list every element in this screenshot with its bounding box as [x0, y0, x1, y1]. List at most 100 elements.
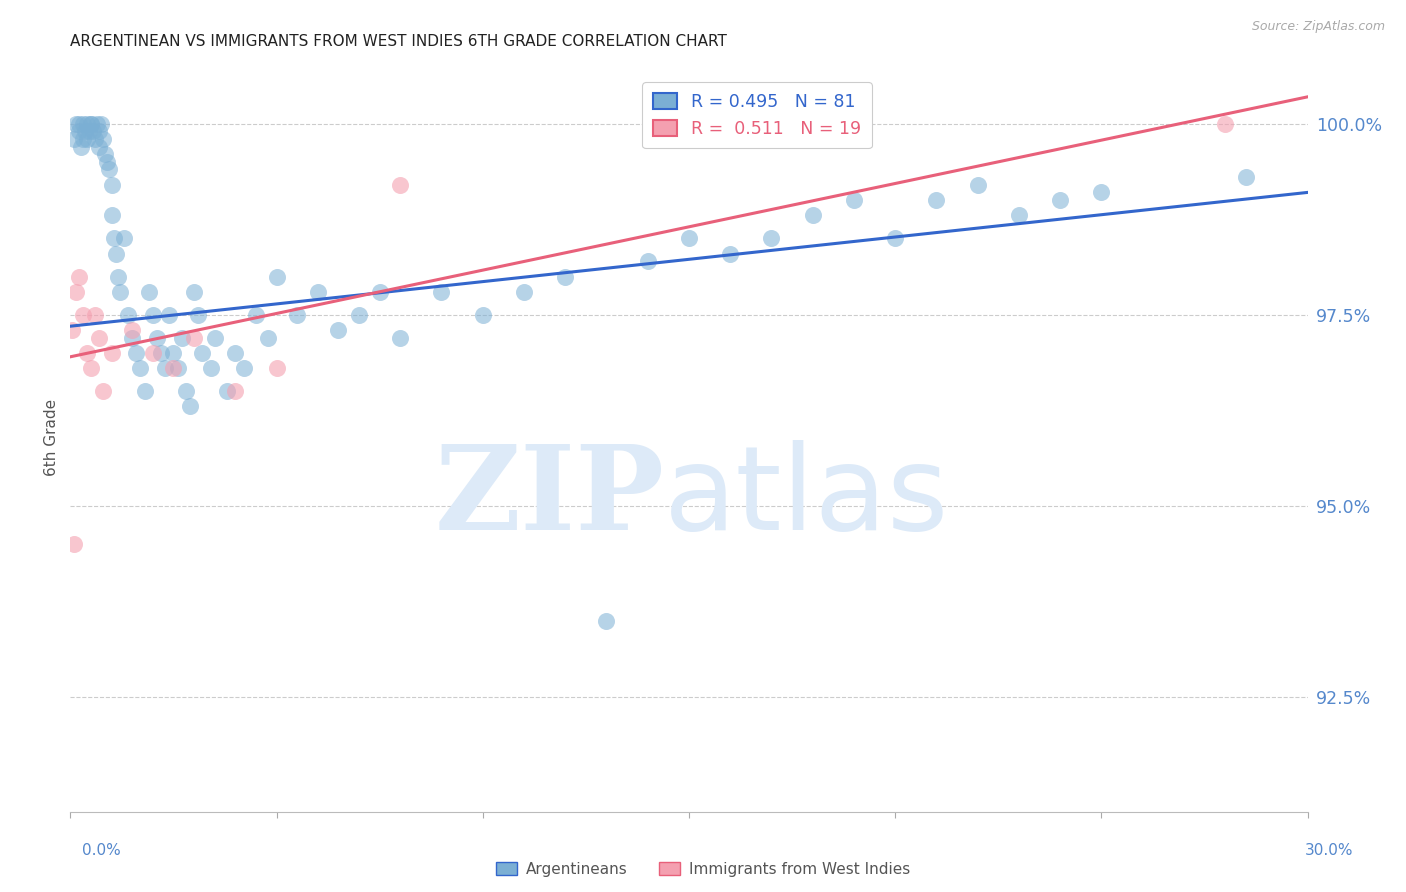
Point: [215, 384, 238, 399]
Point: [166, 361, 188, 376]
Point: [966, 178, 988, 192]
Text: 30.0%: 30.0%: [1305, 843, 1353, 858]
Point: [69, 139, 91, 153]
Point: [153, 361, 176, 376]
Point: [179, 400, 201, 414]
Point: [232, 361, 254, 376]
Point: [513, 285, 536, 299]
Point: [285, 308, 308, 322]
Point: [183, 331, 205, 345]
Point: [100, 178, 122, 192]
Point: [266, 269, 288, 284]
Point: [224, 346, 246, 360]
Point: [77, 124, 100, 138]
Text: ARGENTINEAN VS IMMIGRANTS FROM WEST INDIES 6TH GRADE CORRELATION CHART: ARGENTINEAN VS IMMIGRANTS FROM WEST INDI…: [70, 34, 727, 49]
Point: [104, 246, 127, 260]
Text: Source: ZipAtlas.com: Source: ZipAtlas.com: [1251, 20, 1385, 33]
Point: [718, 246, 741, 260]
Point: [1213, 117, 1236, 131]
Point: [307, 285, 329, 299]
Text: ZIP: ZIP: [434, 440, 664, 555]
Point: [125, 346, 148, 360]
Point: [94, 147, 117, 161]
Point: [100, 208, 122, 222]
Point: [96, 154, 118, 169]
Point: [89, 124, 111, 138]
Y-axis label: 6th Grade: 6th Grade: [44, 399, 59, 475]
Point: [389, 331, 412, 345]
Point: [1090, 186, 1112, 200]
Point: [257, 331, 280, 345]
Point: [595, 614, 617, 628]
Legend: Argentineans, Immigrants from West Indies: Argentineans, Immigrants from West Indie…: [488, 854, 918, 884]
Point: [67, 269, 90, 284]
Point: [1049, 193, 1071, 207]
Point: [157, 308, 180, 322]
Point: [107, 269, 129, 284]
Point: [224, 384, 246, 399]
Point: [430, 285, 453, 299]
Point: [72, 132, 94, 146]
Point: [121, 323, 143, 337]
Point: [266, 361, 288, 376]
Point: [389, 178, 412, 192]
Point: [65, 285, 87, 299]
Point: [80, 117, 103, 131]
Point: [63, 537, 86, 551]
Point: [554, 269, 576, 284]
Text: atlas: atlas: [664, 440, 949, 555]
Point: [67, 117, 90, 131]
Point: [150, 346, 173, 360]
Point: [65, 117, 87, 131]
Point: [103, 231, 125, 245]
Point: [191, 346, 214, 360]
Point: [637, 254, 659, 268]
Point: [170, 331, 193, 345]
Point: [162, 361, 184, 376]
Point: [142, 308, 165, 322]
Point: [129, 361, 152, 376]
Point: [84, 308, 107, 322]
Point: [925, 193, 948, 207]
Point: [76, 117, 98, 131]
Point: [187, 308, 209, 322]
Point: [134, 384, 156, 399]
Point: [67, 124, 90, 138]
Point: [183, 285, 205, 299]
Point: [86, 117, 108, 131]
Point: [162, 346, 184, 360]
Point: [142, 346, 165, 360]
Text: 0.0%: 0.0%: [82, 843, 121, 858]
Point: [89, 331, 111, 345]
Point: [72, 117, 94, 131]
Point: [1234, 170, 1257, 185]
Point: [100, 346, 122, 360]
Point: [117, 308, 139, 322]
Point: [82, 124, 104, 138]
Point: [73, 124, 96, 138]
Point: [63, 132, 86, 146]
Point: [90, 117, 112, 131]
Point: [842, 193, 865, 207]
Point: [89, 139, 111, 153]
Point: [347, 308, 370, 322]
Point: [368, 285, 391, 299]
Point: [76, 346, 98, 360]
Point: [1008, 208, 1031, 222]
Point: [80, 361, 103, 376]
Point: [678, 231, 700, 245]
Point: [121, 331, 143, 345]
Legend: R = 0.495   N = 81, R =  0.511   N = 19: R = 0.495 N = 81, R = 0.511 N = 19: [643, 82, 872, 148]
Point: [98, 162, 121, 177]
Point: [91, 384, 114, 399]
Point: [108, 285, 131, 299]
Point: [60, 323, 83, 337]
Point: [72, 308, 94, 322]
Point: [146, 331, 169, 345]
Point: [328, 323, 350, 337]
Point: [204, 331, 226, 345]
Point: [84, 132, 107, 146]
Point: [80, 117, 103, 131]
Point: [200, 361, 222, 376]
Point: [138, 285, 160, 299]
